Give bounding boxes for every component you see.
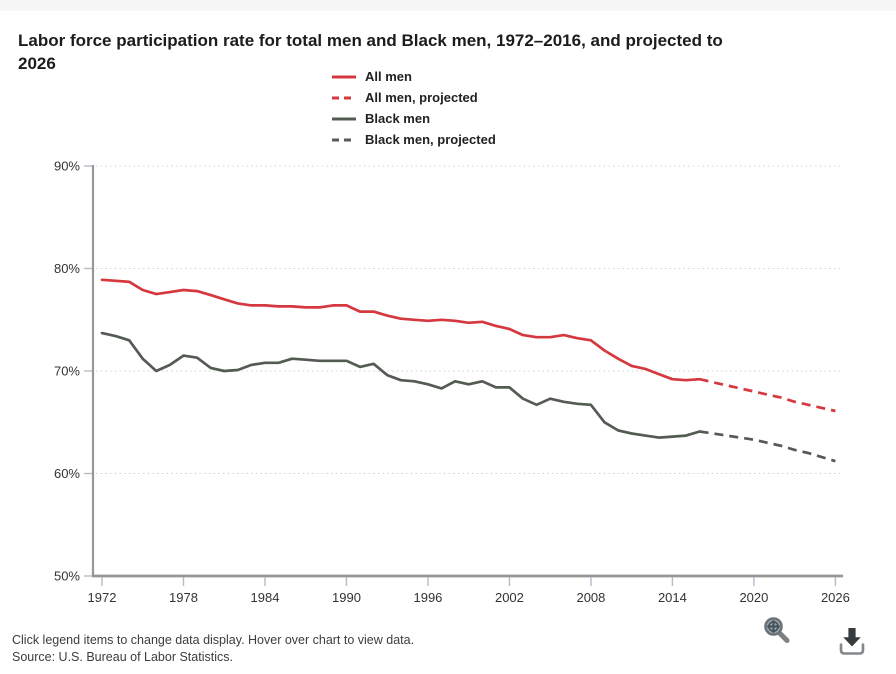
- magnifier-zoom-icon: [764, 617, 790, 643]
- svg-text:2008: 2008: [576, 590, 605, 605]
- svg-text:90%: 90%: [54, 159, 80, 174]
- svg-text:2014: 2014: [658, 590, 687, 605]
- legend-item-black-men-projected[interactable]: Black men, projected: [331, 129, 496, 150]
- download-button[interactable]: [835, 625, 869, 659]
- svg-text:1996: 1996: [413, 590, 442, 605]
- top-strip: [0, 0, 896, 11]
- footer-hint: Click legend items to change data displa…: [12, 633, 415, 647]
- gridlines: [96, 165, 843, 474]
- svg-text:1978: 1978: [169, 590, 198, 605]
- legend-label-black-men: Black men: [365, 111, 431, 126]
- legend-swatch-black-men: [332, 117, 356, 120]
- footer-source: Source: U.S. Bureau of Labor Statistics.: [12, 650, 233, 664]
- series-lines: [100, 278, 836, 463]
- legend-label-all-men-projected: All men, projected: [365, 90, 478, 105]
- svg-text:2002: 2002: [495, 590, 524, 605]
- svg-text:1984: 1984: [251, 590, 280, 605]
- svg-text:50%: 50%: [54, 569, 80, 584]
- legend-label-all-men: All men: [365, 69, 412, 84]
- svg-text:60%: 60%: [54, 466, 80, 481]
- svg-text:1990: 1990: [332, 590, 361, 605]
- legend-label-black-men-projected: Black men, projected: [365, 132, 496, 147]
- svg-text:1972: 1972: [88, 590, 117, 605]
- chart-footer: Click legend items to change data displa…: [12, 632, 414, 666]
- svg-text:2020: 2020: [739, 590, 768, 605]
- legend-swatch-all-men: [332, 75, 356, 78]
- page-title: Labor force participation rate for total…: [18, 31, 723, 73]
- zoom-button[interactable]: [761, 615, 793, 647]
- download-arrow-icon: [839, 628, 865, 655]
- legend-swatch-black-men-projected: [332, 138, 356, 141]
- x-axis: 1972 1978 1984 1990 1996 2002 2008 2014 2020 2026: [88, 574, 850, 605]
- legend-item-all-men-projected[interactable]: All men, projected: [331, 87, 496, 108]
- chart-legend: All men All men, projected Black men Bla…: [331, 66, 496, 150]
- y-axis: 90% 80% 70% 60% 50%: [54, 159, 95, 584]
- legend-item-all-men[interactable]: All men: [331, 66, 496, 87]
- svg-text:80%: 80%: [54, 261, 80, 276]
- svg-text:70%: 70%: [54, 364, 80, 379]
- svg-text:2026: 2026: [821, 590, 850, 605]
- legend-swatch-all-men-projected: [332, 96, 356, 99]
- legend-item-black-men[interactable]: Black men: [331, 108, 496, 129]
